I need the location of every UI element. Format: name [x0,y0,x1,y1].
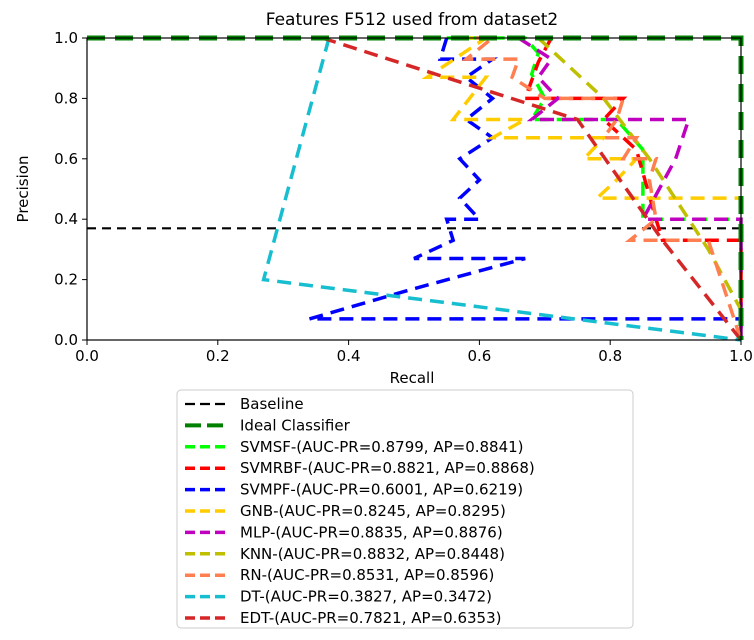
plot-area [87,35,744,342]
series-line-svmpf [308,37,743,340]
x-axis-label: Recall [390,369,435,387]
y-tick-label: 0.6 [54,150,78,168]
legend: Baseline Ideal Classifier SVMSF-(AUC-PR=0.… [176,389,634,629]
x-tick-label: 0.6 [467,347,491,365]
legend-box [176,389,634,629]
series-line-svmsf [446,36,743,340]
series-line-knn [537,36,743,311]
legend-entry-label: Baseline [240,395,304,413]
x-tick-label: 0.8 [598,347,622,365]
x-tick-label: 0.2 [206,347,230,365]
legend-entry-label: DT-(AUC-PR=0.3827, AP=0.3472) [240,588,492,606]
y-tick-label: 0.8 [54,89,78,107]
series-line-rn [453,36,743,341]
plot-frame [86,37,742,341]
legend-entry-label: SVMRBF-(AUC-PR=0.8821, AP=0.8868) [240,459,535,477]
series-line-dt [261,37,742,342]
axis-ticks: 0.0 0.2 0.4 0.6 0.8 1.0 0.0 0.2 0.4 0.6 0.8 1.0 [54,29,753,365]
chart-title: Features F512 used from dataset2 [266,10,558,30]
y-tick-label: 0.0 [54,331,78,349]
y-tick-label: 0.2 [54,271,78,289]
x-tick-label: 0.0 [75,347,99,365]
y-tick-label: 1.0 [54,29,78,47]
series-line-svmrbf [522,37,743,340]
legend-entry-label: MLP-(AUC-PR=0.8835, AP=0.8876) [240,523,503,541]
legend-entry-label: RN-(AUC-PR=0.8531, AP=0.8596) [240,566,494,584]
y-axis-label: Precision [14,156,32,223]
legend-entry-label: SVMSF-(AUC-PR=0.8799, AP=0.8841) [240,438,524,456]
legend-entry-label: KNN-(AUC-PR=0.8832, AP=0.8448) [240,545,505,563]
legend-entry-label: GNB-(AUC-PR=0.8245, AP=0.8295) [240,502,506,520]
x-tick-label: 0.4 [337,347,361,365]
legend-entry-label: Ideal Classifier [240,416,351,434]
legend-entry-label: SVMPF-(AUC-PR=0.6001, AP=0.6219) [240,481,523,499]
series-line-mlp [517,36,743,340]
series-line-gnb [421,36,741,200]
series-line-edt [321,36,743,342]
legend-entry-label: EDT-(AUC-PR=0.7821, AP=0.6353) [240,609,501,627]
x-tick-label: 1.0 [729,347,753,365]
y-tick-label: 0.4 [54,210,78,228]
